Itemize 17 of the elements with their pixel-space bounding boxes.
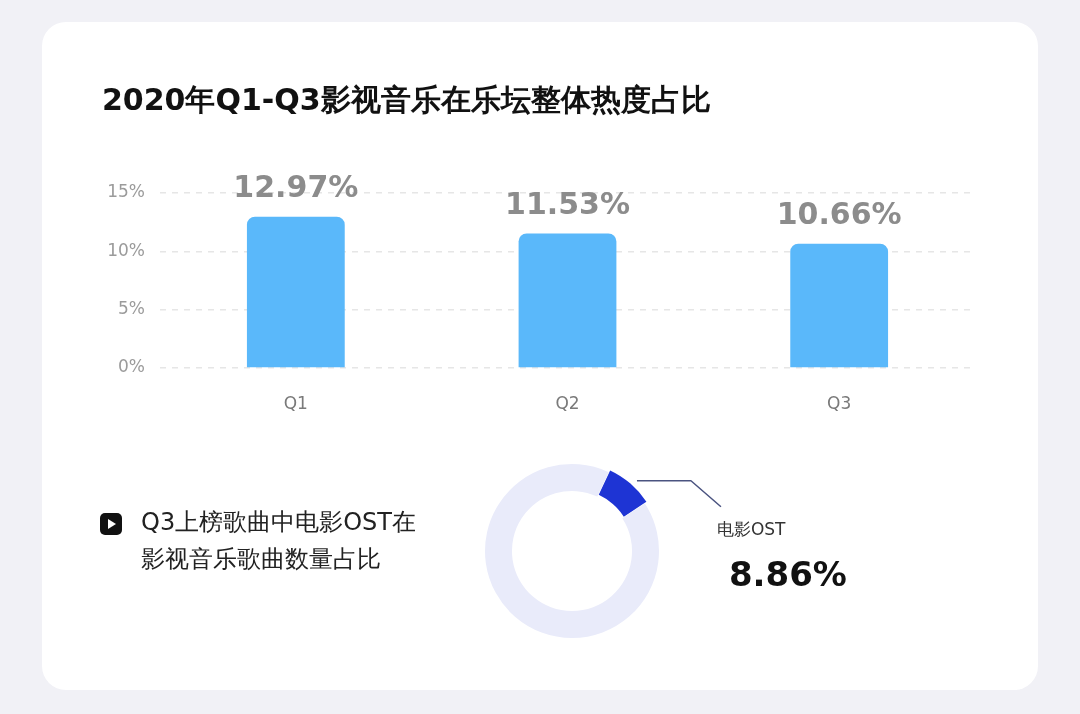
data-label: 11.53% (505, 186, 630, 222)
y-tick-label: 10% (107, 239, 145, 260)
bar (790, 243, 889, 368)
slice-label: 电影OST (716, 519, 787, 540)
data-label: 12.97% (233, 169, 359, 205)
text: Q3上榜歌曲中电影OST在影视音乐歌曲数量占比 (141, 507, 417, 575)
bar (518, 233, 617, 368)
x-tick-label: Q2 (555, 392, 580, 413)
y-tick-label: 0% (118, 356, 145, 377)
x-tick-label: Q3 (827, 392, 852, 413)
bar (246, 216, 345, 368)
data-label: 10.66% (776, 196, 902, 232)
x-tick-label: Q1 (283, 392, 308, 413)
y-tick-label: 5% (118, 298, 145, 319)
data-label: 8.86% (728, 553, 847, 594)
chart-title: 2020年Q1-Q3影视音乐在乐坛整体热度占比 (102, 81, 711, 119)
y-tick-label: 15% (107, 181, 145, 202)
